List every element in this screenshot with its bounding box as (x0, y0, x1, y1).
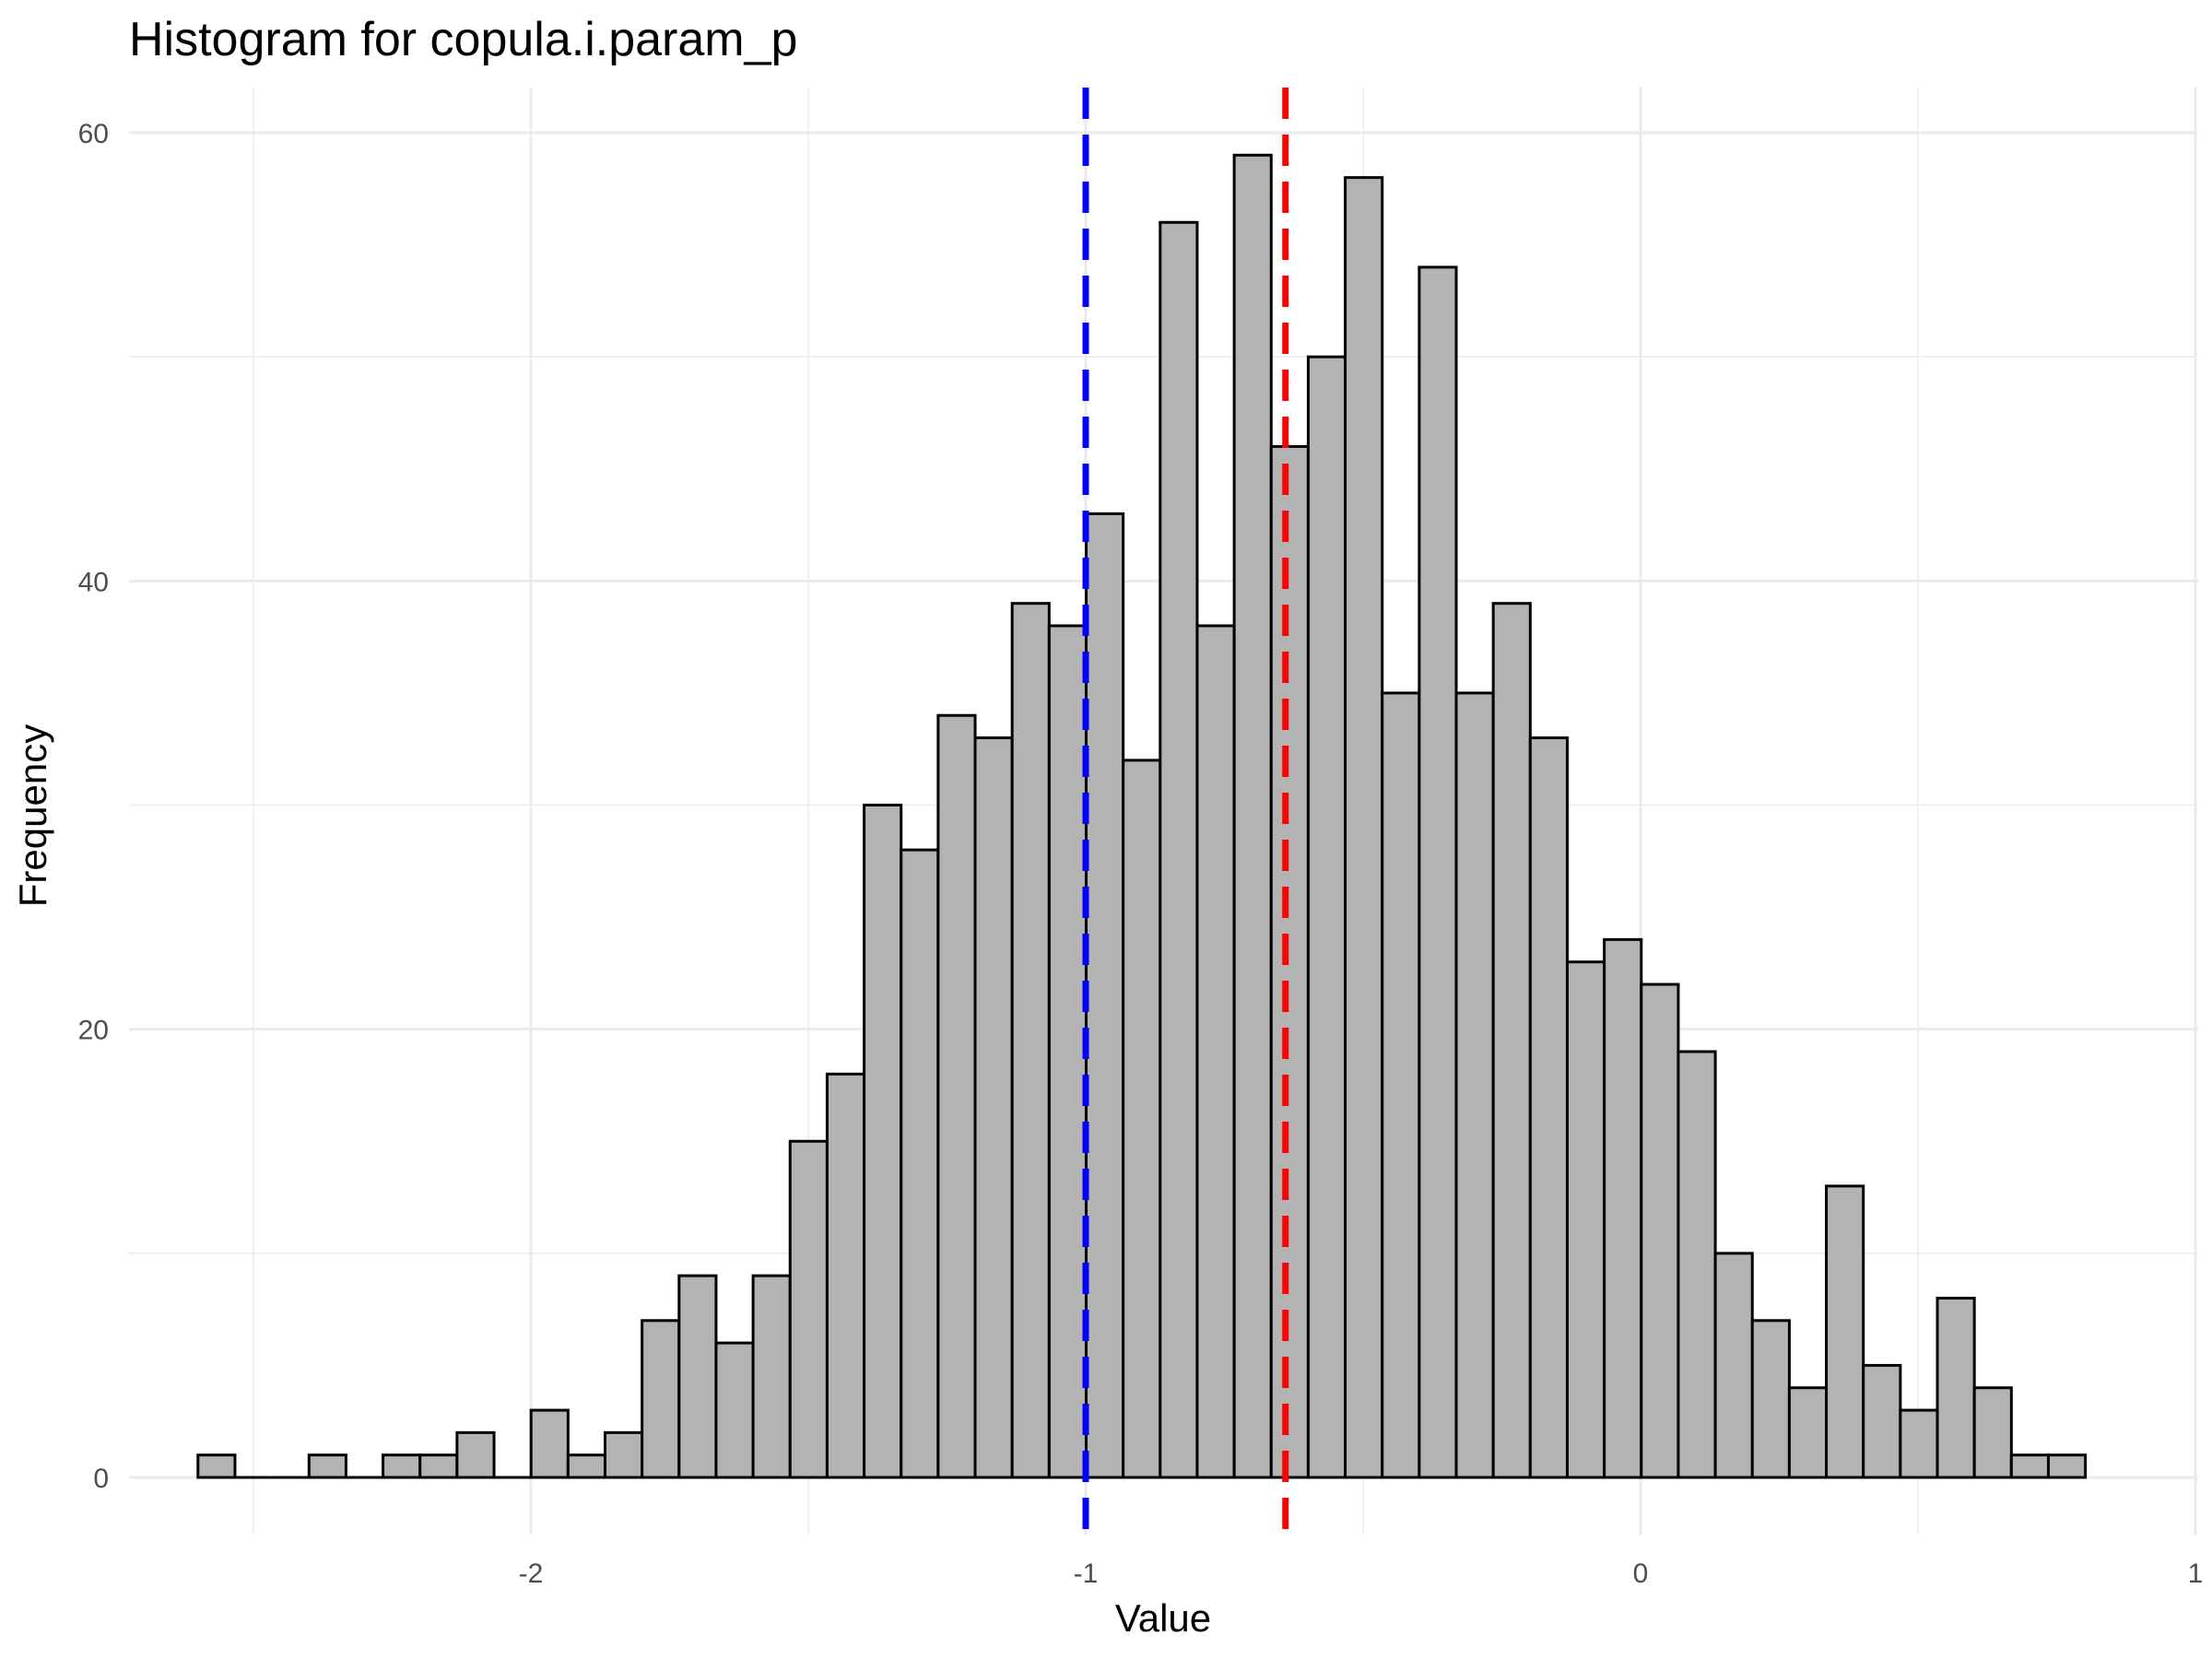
histogram-bar (1232, 153, 1273, 1479)
histogram-bar (900, 848, 940, 1479)
x-tick-label: -1 (1074, 1559, 1099, 1589)
histogram-bar (603, 1430, 644, 1479)
histogram-bar (1010, 602, 1051, 1479)
histogram-bar (788, 1139, 829, 1479)
x-tick-label: 0 (1633, 1559, 1649, 1589)
histogram-bar (641, 1319, 681, 1479)
histogram-bar (566, 1453, 606, 1479)
y-tick-label: 60 (78, 119, 109, 149)
reference-lines (1082, 88, 1289, 1535)
histogram-bar (1528, 736, 1569, 1479)
histogram-bar (1306, 355, 1347, 1479)
histogram-bar (1787, 1386, 1829, 1479)
histogram-bar (529, 1408, 570, 1479)
y-tick-label: 0 (93, 1464, 109, 1494)
chart-title: Histogram for copula.i.param_p (129, 13, 797, 66)
histogram-bar (1084, 512, 1125, 1479)
x-axis-title: Value (1115, 1596, 1211, 1640)
histogram-bar (1565, 960, 1606, 1479)
histogram-bar (307, 1453, 347, 1479)
histogram-bar (1159, 220, 1199, 1479)
histogram-bar (1195, 624, 1236, 1479)
histogram-bar (714, 1341, 755, 1479)
histogram-bar (1603, 937, 1643, 1479)
histogram-bar (382, 1453, 422, 1479)
y-tick-label: 20 (78, 1016, 109, 1046)
histogram-bar (1825, 1184, 1865, 1479)
histogram-bar (751, 1274, 792, 1479)
histogram-bar (1491, 602, 1532, 1479)
histogram-bar (1640, 982, 1680, 1479)
histogram-bar (2009, 1453, 2050, 1479)
histogram-bar (2046, 1453, 2088, 1479)
histogram-bar (1122, 759, 1162, 1479)
histogram-bar (1936, 1296, 1976, 1479)
histogram-bar (418, 1453, 459, 1479)
histogram-bar (196, 1453, 237, 1479)
histogram-bar (677, 1274, 718, 1479)
histogram-bar (455, 1430, 496, 1479)
histogram-bar (1269, 444, 1310, 1479)
histogram-bar (973, 736, 1014, 1479)
x-tick-label: 1 (2188, 1559, 2204, 1589)
x-axis-ticks: -2 -1 0 1 (519, 1559, 2204, 1589)
histogram-bar (1899, 1408, 1939, 1479)
histogram-bar (1677, 1050, 1717, 1479)
histogram-bar (1381, 691, 1421, 1479)
histogram-bar (825, 1072, 866, 1479)
histogram-bar (1344, 176, 1384, 1479)
histogram-bar (1454, 691, 1495, 1479)
histogram-bar (936, 713, 977, 1479)
histogram-bar (1972, 1386, 2013, 1479)
histogram-bar (1750, 1319, 1791, 1479)
histogram-bar (1047, 624, 1088, 1479)
x-tick-label: -2 (519, 1559, 544, 1589)
histogram-bars (196, 153, 2088, 1479)
y-tick-label: 40 (78, 567, 109, 597)
y-axis-title: Frequency (11, 724, 54, 907)
histogram-bar (863, 804, 903, 1479)
histogram-bar (1713, 1252, 1754, 1479)
histogram-bar (1862, 1363, 1902, 1479)
histogram-bar (1418, 265, 1458, 1479)
y-axis-ticks: 0 20 40 60 (78, 119, 109, 1494)
